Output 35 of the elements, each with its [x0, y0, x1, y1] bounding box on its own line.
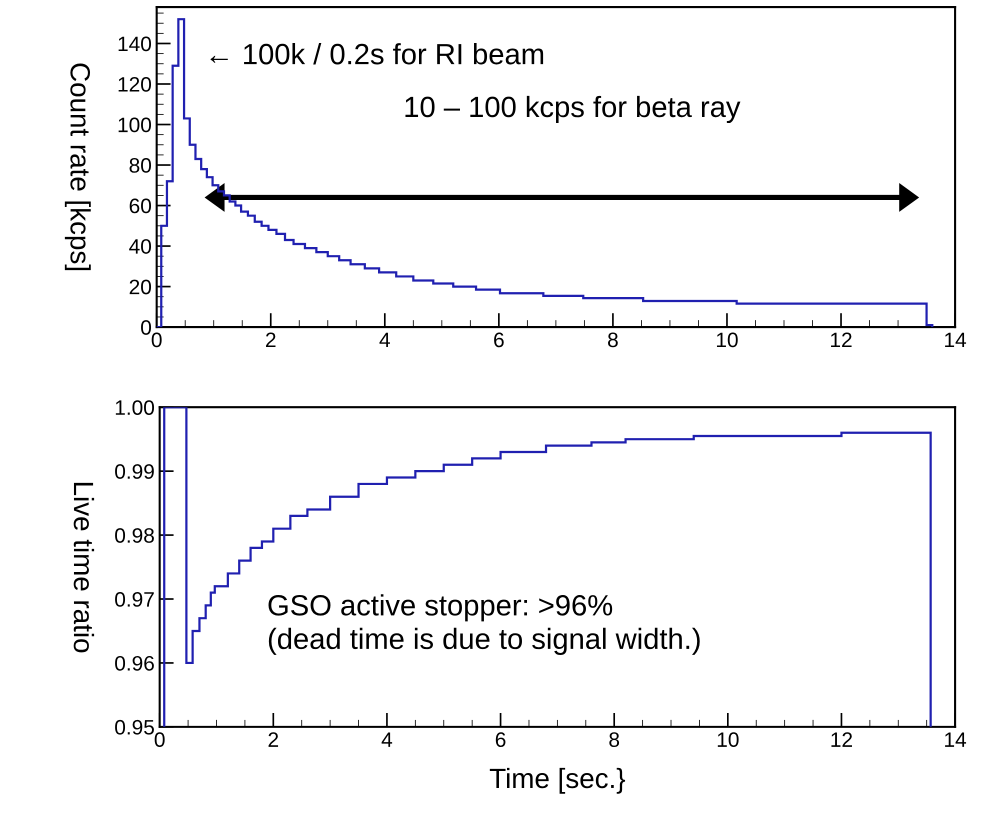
y-tick-label: 120 — [118, 77, 152, 92]
x-tick-label: 6 — [494, 332, 504, 348]
y-tick-label: 0.95 — [115, 720, 154, 735]
annotation: GSO active stopper: >96% (dead time is due to signal width.) — [268, 594, 700, 655]
y-tick-label: 0 — [141, 320, 152, 335]
x-tick-label: 12 — [831, 732, 852, 747]
y-tick-label: 0.99 — [115, 464, 154, 479]
x-tick-label: 14 — [945, 332, 966, 348]
y-axis-title: Count rate [kcps] — [64, 63, 91, 270]
x-tick-label: 4 — [379, 332, 390, 348]
x-tick-label: 2 — [268, 732, 278, 747]
y-tick-label: 80 — [130, 158, 152, 173]
y-tick-label: 20 — [130, 280, 152, 294]
annotation: ← 100k / 0.2s for RI beam — [210, 43, 544, 64]
y-tick-label: 0.98 — [115, 528, 154, 543]
x-tick-label: 4 — [382, 732, 392, 747]
x-tick-label: 8 — [608, 332, 618, 348]
x-tick-label: 10 — [718, 732, 739, 748]
y-axis-title: Live time ratio — [74, 482, 94, 652]
x-tick-label: 12 — [831, 332, 852, 348]
annotation: 10 – 100 kcps for beta ray — [405, 96, 740, 124]
y-tick-label: 1.00 — [116, 400, 154, 415]
x-axis-title: Time [sec.} — [490, 768, 626, 794]
y-tick-label: 0.96 — [115, 656, 154, 671]
y-tick-label: 60 — [130, 198, 152, 214]
x-tick-label: 8 — [609, 732, 620, 748]
y-tick-label: 100 — [118, 118, 152, 132]
y-tick-label: 0.97 — [115, 592, 154, 607]
y-tick-label: 40 — [129, 239, 152, 254]
x-tick-label: 2 — [266, 332, 276, 348]
x-tick-label: 14 — [945, 732, 966, 747]
y-tick-label: 140 — [118, 36, 152, 52]
x-tick-label: 0 — [154, 732, 165, 748]
x-tick-label: 10 — [716, 332, 738, 348]
x-tick-label: 6 — [496, 732, 506, 748]
